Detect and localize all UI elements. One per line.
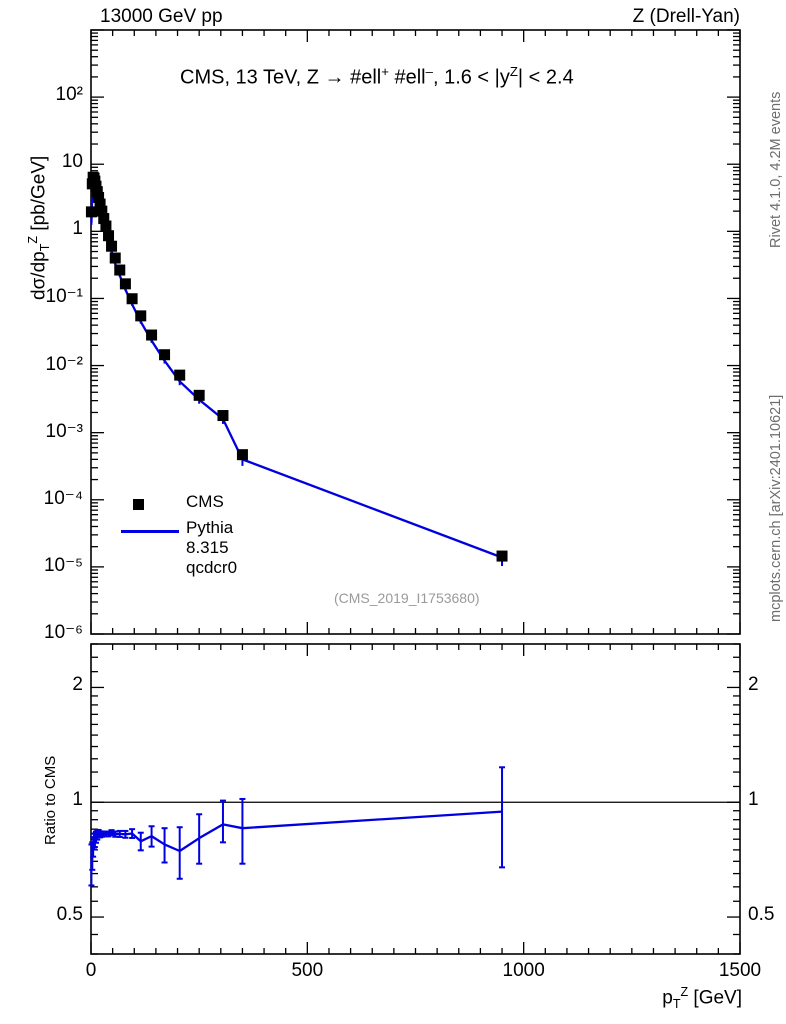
main-y-tick-label: 10⁻⁵ (43, 554, 83, 576)
legend-label-cms: CMS (186, 492, 224, 511)
data-point-marker (93, 191, 105, 203)
xlabel-sub: T (672, 997, 681, 1012)
main-y-tick-label: 10² (55, 84, 83, 106)
plot-title: CMS, 13 TeV, Z → #ell+ #ell–, 1.6 < |yZ|… (180, 64, 574, 90)
ratio-y-tick-label-right: 1 (748, 789, 759, 811)
x-tick-label: 1000 (502, 960, 545, 981)
xlabel-post: [GeV] (688, 987, 742, 1009)
xlabel-sup: Z (680, 985, 689, 999)
data-point-marker (103, 230, 115, 242)
data-point-marker (98, 213, 110, 225)
title-post: , 1.6 < |y (432, 66, 510, 89)
x-axis-label: pTZ [GeV] (662, 985, 742, 1011)
legend-marker-line (121, 530, 179, 533)
title-tail: | < 2.4 (517, 66, 574, 89)
data-point-marker (217, 410, 229, 422)
main-y-tick-label: 10⁻³ (45, 420, 84, 442)
data-point-marker (174, 369, 186, 381)
data-point-marker (126, 293, 138, 305)
legend-label-pythia: Pythia 8.315 qcdcr0 (186, 518, 238, 577)
legend-marker-square (133, 499, 144, 510)
header-process: Z (Drell-Yan) (632, 6, 740, 27)
data-point-marker (135, 310, 147, 322)
data-point-marker (236, 449, 248, 461)
ratio-y-tick-label: 2 (72, 674, 83, 696)
x-tick-label: 0 (85, 960, 97, 981)
data-point-marker (96, 205, 108, 217)
x-tick-label: 500 (291, 960, 324, 981)
data-point-marker (119, 278, 131, 290)
title-pre: CMS, 13 TeV, Z → #ell (180, 66, 382, 89)
data-point-marker (496, 550, 508, 562)
title-y-superscript: Z (509, 64, 518, 79)
main-y-tick-label: 10⁻¹ (45, 286, 84, 308)
data-point-marker (114, 264, 126, 276)
main-y-tick-label: 10⁻² (45, 353, 84, 375)
title-mid: #ell (388, 66, 426, 89)
ratio-y-tick-label-right: 0.5 (748, 904, 775, 926)
data-point-marker (100, 220, 112, 232)
x-tick-label: 1500 (718, 960, 762, 981)
main-y-tick-label: 10 (61, 151, 83, 173)
data-point-marker (85, 206, 97, 218)
title-minus: – (425, 64, 433, 79)
data-point-marker (106, 240, 118, 252)
ratio-y-tick-label: 1 (72, 789, 83, 811)
xlabel-pre: p (662, 987, 673, 1009)
main-y-tick-label: 10⁻⁶ (44, 622, 83, 643)
data-point-marker (94, 198, 106, 210)
header-beam: 13000 GeV pp (100, 6, 223, 27)
data-point-marker (146, 329, 158, 341)
main-y-tick-label: 1 (72, 218, 83, 240)
title-plus: + (381, 64, 389, 79)
data-point-marker (159, 349, 171, 361)
data-point-marker (91, 186, 103, 198)
ratio-y-tick-label-right: 2 (748, 674, 759, 696)
main-y-tick-label: 10⁻⁴ (43, 487, 83, 509)
data-point-marker (109, 252, 121, 264)
ratio-y-tick-label: 0.5 (56, 904, 83, 926)
data-point-marker (193, 389, 205, 401)
dataset-watermark: (CMS_2019_I1753680) (334, 590, 480, 606)
